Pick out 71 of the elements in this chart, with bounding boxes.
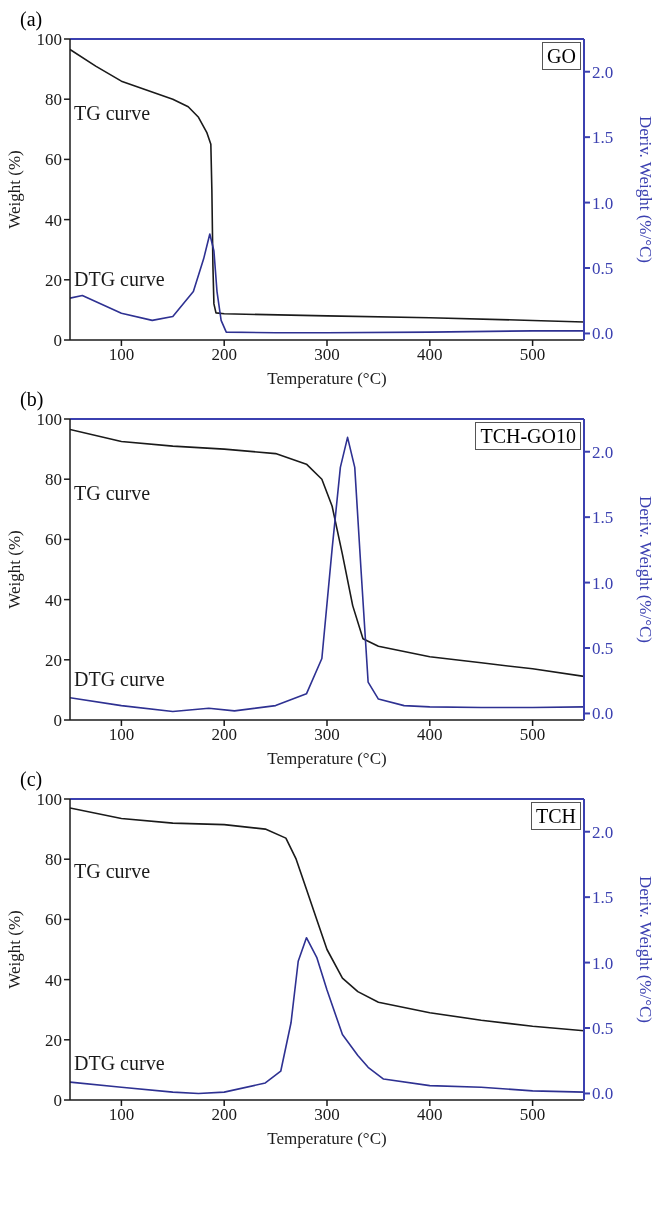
y2-axis-title: Deriv. Weight (%/°C) [635, 495, 655, 644]
y-tick-label: 60 [45, 530, 62, 550]
y2-tick-label: 1.5 [592, 508, 614, 528]
y2-tick-label: 0.5 [592, 259, 614, 279]
annotation: GO [542, 42, 581, 70]
x-axis-title: Temperature (°C) [267, 369, 387, 388]
x-tick-label: 400 [417, 1105, 443, 1125]
y2-tick-label: 0.5 [592, 1019, 614, 1039]
y2-tick-label: 1.0 [592, 193, 614, 213]
y2-tick-label: 1.5 [592, 128, 614, 148]
y-tick-label: 0 [53, 711, 62, 731]
x-tick-label: 300 [314, 1105, 340, 1125]
x-tick-label: 400 [417, 725, 443, 745]
x-tick-label: 300 [314, 725, 340, 745]
y-tick-label: 80 [45, 90, 62, 110]
y2-tick-label: 1.0 [592, 573, 614, 593]
y-tick-label: 20 [45, 270, 62, 290]
series-label: DTG curve [74, 1052, 165, 1075]
series-label: TG curve [74, 101, 151, 124]
x-axis-title: Temperature (°C) [267, 1129, 387, 1148]
line-series [70, 936, 584, 1095]
x-tick-label: 500 [519, 1105, 546, 1125]
y2-tick-label: 0.0 [592, 704, 614, 724]
y-axis-title: Weight (%) [5, 910, 25, 989]
y-tick-label: 60 [45, 150, 62, 170]
y2-tick-label: 2.0 [592, 822, 614, 842]
series-label: DTG curve [74, 667, 165, 690]
x-tick-label: 200 [211, 725, 237, 745]
chart-title: (c) [19, 768, 44, 790]
y2-tick-label: 2.0 [592, 442, 614, 462]
x-tick-label: 100 [108, 1105, 135, 1125]
x-tick-label: 200 [211, 1105, 237, 1125]
y2-tick-label: 0.0 [592, 1084, 614, 1104]
y-axis-title: Weight (%) [5, 150, 25, 229]
y2-tick-label: 1.5 [592, 888, 614, 908]
y-tick-label: 100 [36, 30, 62, 50]
x-tick-label: 400 [417, 345, 443, 365]
chart-title: (a) [19, 8, 44, 30]
y-tick-label: 40 [45, 210, 62, 230]
x-tick-label: 200 [211, 345, 237, 365]
y-tick-label: 80 [45, 850, 62, 870]
y-tick-label: 0 [53, 1091, 62, 1111]
y-tick-label: 20 [45, 1030, 62, 1050]
y-tick-label: 100 [36, 790, 62, 810]
y2-tick-label: 1.0 [592, 953, 614, 973]
y-tick-label: 40 [45, 590, 62, 610]
annotation: TCH [531, 802, 581, 830]
y-tick-label: 20 [45, 650, 62, 670]
x-tick-label: 100 [108, 725, 135, 745]
x-tick-label: 300 [314, 345, 340, 365]
y-axis-title: Weight (%) [5, 530, 25, 609]
y2-tick-label: 2.0 [592, 62, 614, 82]
x-axis-title: Temperature (°C) [267, 749, 387, 768]
y2-axis-title: Deriv. Weight (%/°C) [635, 875, 655, 1024]
y2-tick-label: 0.5 [592, 639, 614, 659]
y2-axis-title: Deriv. Weight (%/°C) [635, 115, 655, 264]
y2-tick-label: 0.0 [592, 324, 614, 344]
x-tick-label: 100 [108, 345, 135, 365]
y-tick-label: 40 [45, 970, 62, 990]
y-tick-label: 100 [36, 410, 62, 430]
chart-title: (b) [19, 388, 45, 410]
annotation: TCH-GO10 [475, 422, 581, 450]
series-label: TG curve [74, 860, 151, 883]
series-label: DTG curve [74, 268, 165, 291]
y-tick-label: 80 [45, 470, 62, 490]
x-tick-label: 500 [519, 345, 546, 365]
y-tick-label: 60 [45, 910, 62, 930]
y-tick-label: 0 [53, 331, 62, 351]
x-tick-label: 500 [519, 725, 546, 745]
series-label: TG curve [74, 481, 151, 504]
line-series [70, 233, 584, 334]
